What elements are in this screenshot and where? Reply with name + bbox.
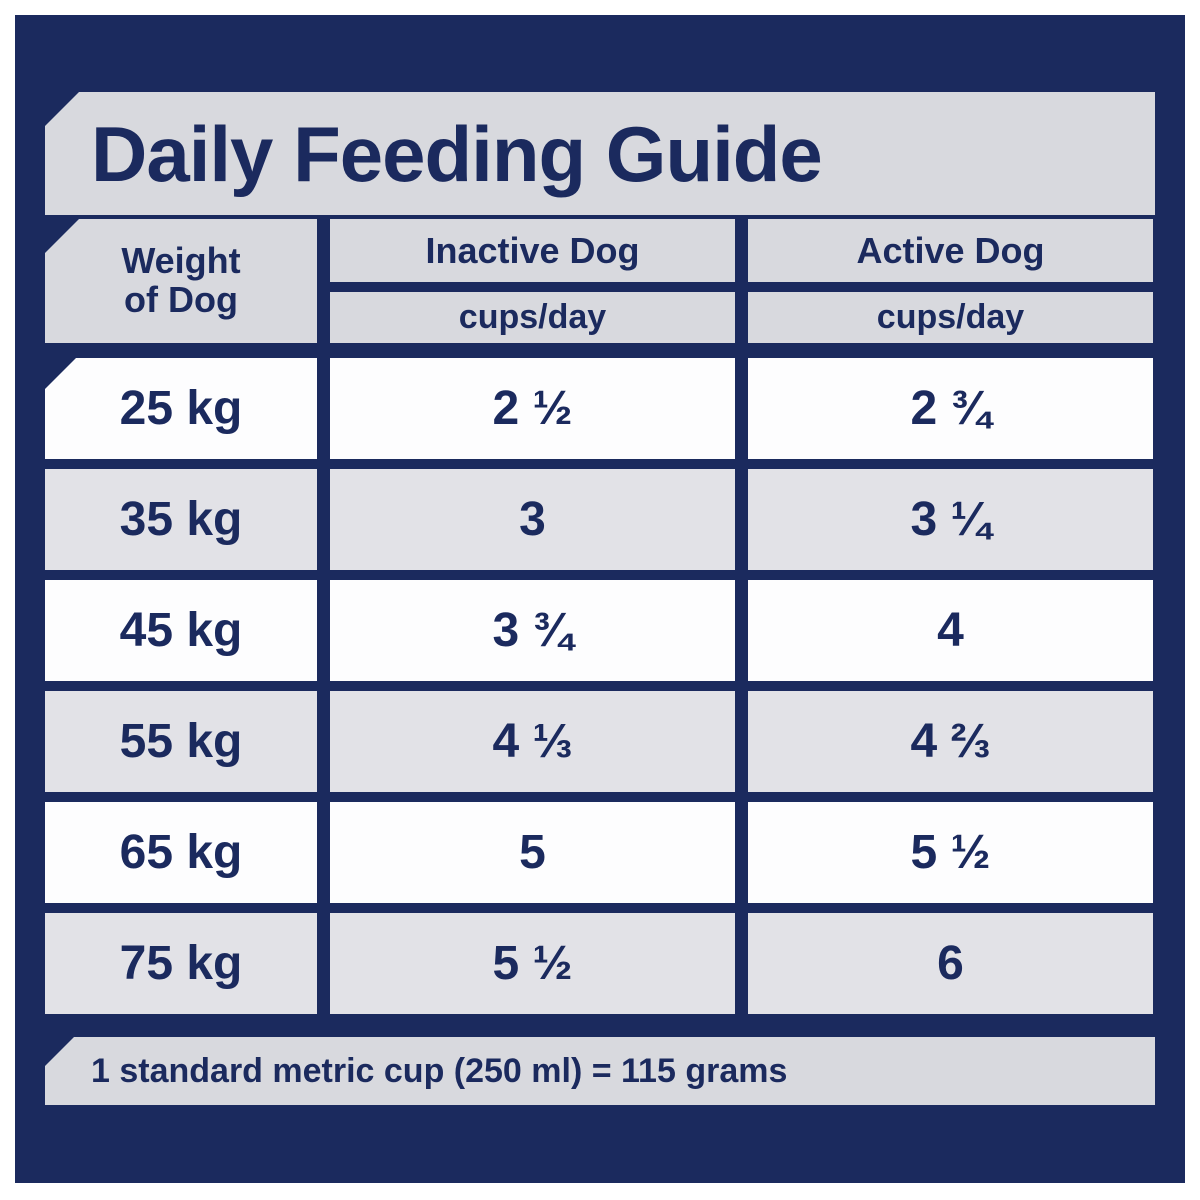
feeding-guide-panel: Daily Feeding Guide Weight of Dog Inacti… bbox=[15, 15, 1185, 1183]
active-cups-cell: 6 bbox=[748, 913, 1153, 1014]
title-banner: Daily Feeding Guide bbox=[45, 92, 1155, 215]
active-cups-cell: 3 ¼ bbox=[748, 469, 1153, 570]
footnote-banner: 1 standard metric cup (250 ml) = 115 gra… bbox=[45, 1037, 1155, 1105]
active-cups-cell: 4 ⅔ bbox=[748, 691, 1153, 792]
inactive-dog-label: Inactive Dog bbox=[330, 219, 735, 282]
active-cups-cell: 2 ¾ bbox=[748, 358, 1153, 459]
weight-cell: 25 kg bbox=[45, 358, 317, 459]
active-cups-cell: 4 bbox=[748, 580, 1153, 681]
column-header-active: Active Dog cups/day bbox=[748, 219, 1153, 343]
column-header-weight: Weight of Dog bbox=[45, 219, 317, 343]
active-dog-label: Active Dog bbox=[748, 219, 1153, 282]
inactive-cups-cell: 4 ⅓ bbox=[330, 691, 735, 792]
table-header: Weight of Dog Inactive Dog cups/day Acti… bbox=[45, 219, 1153, 343]
weight-cell: 35 kg bbox=[45, 469, 317, 570]
inactive-cups-cell: 3 bbox=[330, 469, 735, 570]
column-header-inactive: Inactive Dog cups/day bbox=[330, 219, 735, 343]
weight-header-line1: Weight bbox=[121, 240, 241, 282]
weight-cell: 45 kg bbox=[45, 580, 317, 681]
weight-cell: 55 kg bbox=[45, 691, 317, 792]
active-cups-cell: 5 ½ bbox=[748, 802, 1153, 903]
inactive-cups-cell: 5 bbox=[330, 802, 735, 903]
inactive-cups-cell: 2 ½ bbox=[330, 358, 735, 459]
inactive-cups-cell: 5 ½ bbox=[330, 913, 735, 1014]
active-unit-label: cups/day bbox=[748, 292, 1153, 343]
footnote-text: 1 standard metric cup (250 ml) = 115 gra… bbox=[91, 1052, 788, 1090]
table-row: 35 kg 3 3 ¼ bbox=[45, 469, 1153, 570]
inactive-cups-cell: 3 ¾ bbox=[330, 580, 735, 681]
inactive-unit-label: cups/day bbox=[330, 292, 735, 343]
weight-cell: 65 kg bbox=[45, 802, 317, 903]
weight-cell: 75 kg bbox=[45, 913, 317, 1014]
weight-header-line2: of Dog bbox=[124, 279, 238, 320]
page-title: Daily Feeding Guide bbox=[91, 109, 823, 198]
table-row: 65 kg 5 5 ½ bbox=[45, 802, 1153, 903]
